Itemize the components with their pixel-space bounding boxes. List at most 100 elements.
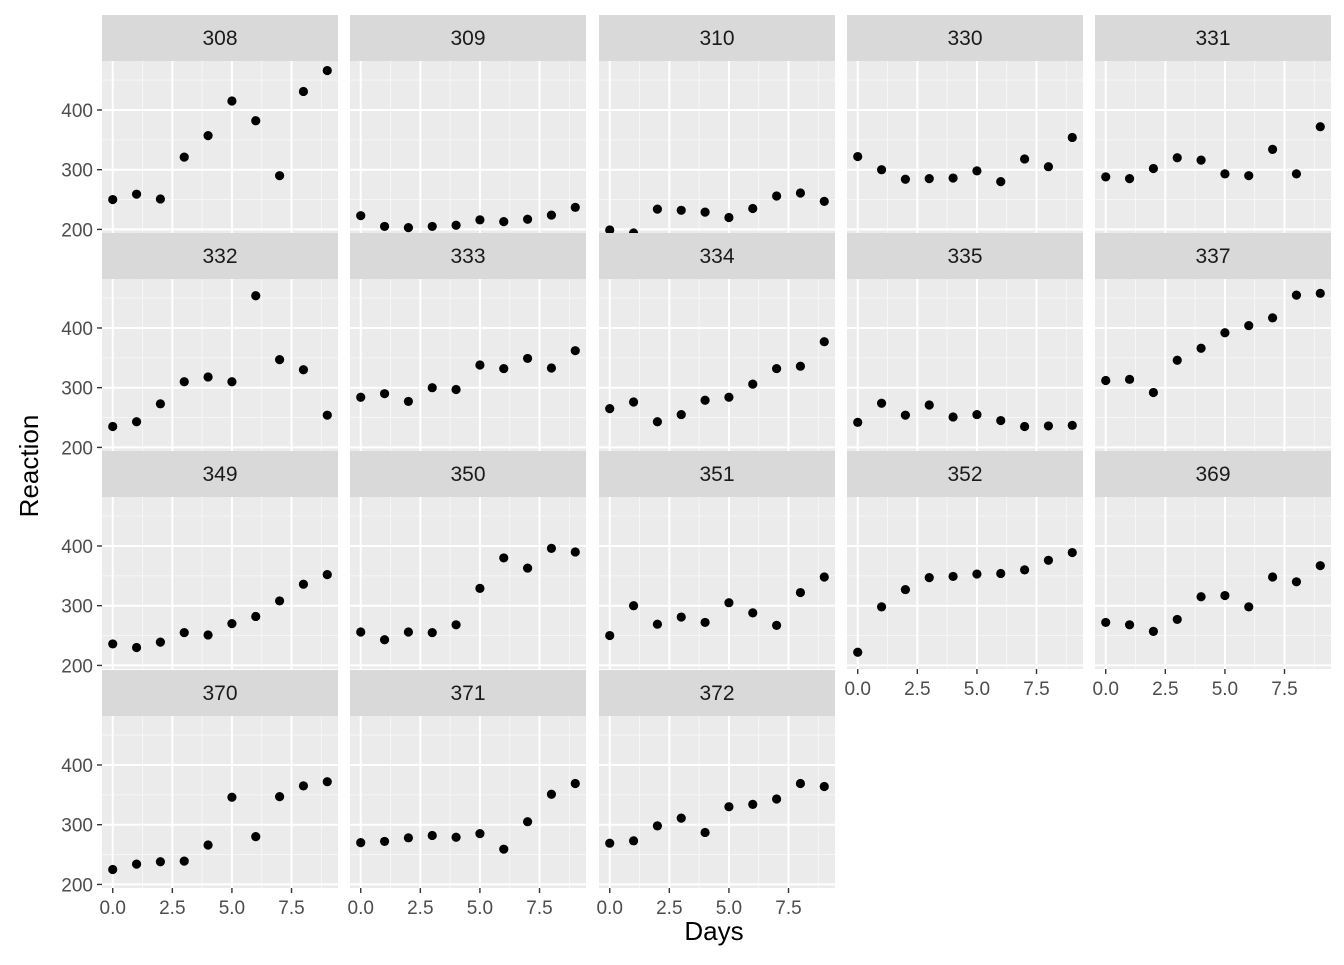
data-point [227, 619, 237, 629]
data-point [203, 630, 213, 640]
data-point [227, 792, 237, 802]
data-point [356, 838, 366, 848]
facet-strip [599, 233, 835, 279]
y-tick-label: 300 [61, 816, 93, 837]
facet-panel-309: 309 [350, 15, 586, 233]
data-point [900, 584, 911, 595]
data-point [356, 211, 366, 221]
panel-background [102, 716, 338, 888]
data-point [771, 620, 782, 631]
data-point [108, 639, 118, 649]
data-point [1148, 163, 1159, 174]
data-point [795, 361, 806, 371]
data-point [298, 579, 309, 589]
data-point [1220, 169, 1230, 179]
data-point [322, 65, 332, 76]
facet-strip [350, 15, 586, 61]
data-point [546, 789, 557, 799]
panel-background [1095, 279, 1331, 451]
data-point [1220, 590, 1230, 601]
data-point [652, 204, 663, 214]
facet-panel-352: 352 0.0 2.5 5.0 7.5 [845, 451, 1083, 700]
data-point [451, 384, 461, 395]
facet-strip [102, 670, 338, 716]
data-point [1067, 547, 1077, 558]
facet-strip-label: 335 [947, 245, 982, 268]
panel-background [102, 279, 338, 451]
data-point [771, 794, 782, 804]
data-point [676, 205, 686, 215]
data-point [1067, 420, 1077, 430]
data-point [652, 619, 663, 629]
data-point [522, 214, 533, 224]
x-tick-label: 2.5 [904, 679, 930, 700]
data-point [1101, 375, 1111, 386]
data-point [475, 215, 485, 225]
data-point [499, 553, 509, 563]
data-point [427, 383, 437, 393]
panel-background [102, 497, 338, 669]
data-point [1019, 421, 1030, 432]
x-tick-label: 5.0 [219, 898, 245, 919]
y-tick-label: 200 [61, 438, 93, 459]
panel-background [599, 497, 835, 669]
data-point [924, 400, 934, 410]
data-point [274, 355, 285, 365]
x-tick-label: 0.0 [845, 679, 871, 700]
x-tick-label: 5.0 [716, 898, 742, 919]
data-point [876, 602, 887, 612]
facet-panel-330: 330 [847, 15, 1083, 233]
data-point [155, 194, 166, 204]
x-tick-label: 7.5 [1271, 679, 1297, 700]
data-point [1315, 561, 1325, 571]
panel-background [847, 279, 1083, 451]
data-point [853, 151, 863, 162]
facet-panel-332: 332 200 300 400 [61, 233, 338, 459]
y-tick-label: 200 [61, 875, 93, 896]
data-point [748, 799, 758, 809]
data-point [1315, 122, 1325, 132]
data-point [427, 830, 437, 841]
data-point [1196, 592, 1206, 602]
data-point [972, 166, 982, 176]
y-tick-label: 300 [61, 161, 93, 182]
data-point [1124, 620, 1135, 630]
data-point [274, 596, 285, 606]
data-point [322, 410, 332, 420]
data-point [298, 365, 309, 375]
facet-strip-label: 337 [1195, 245, 1230, 268]
data-point [522, 353, 533, 364]
data-point [876, 398, 887, 408]
data-point [227, 96, 237, 106]
y-tick-label: 300 [61, 379, 93, 400]
data-point [403, 223, 414, 233]
data-point [700, 827, 710, 838]
data-point [748, 379, 758, 389]
facet-panel-350: 350 [350, 451, 586, 669]
data-point [203, 131, 213, 141]
facet-strip [350, 451, 586, 497]
data-point [948, 412, 958, 422]
data-point [356, 627, 366, 637]
data-point [322, 570, 332, 580]
data-point [676, 612, 686, 622]
data-point [1148, 626, 1159, 636]
data-point [724, 392, 734, 402]
data-point [924, 174, 934, 184]
data-point [546, 363, 557, 373]
data-point [179, 627, 189, 638]
data-point [1291, 169, 1302, 179]
y-tick-label: 300 [61, 597, 93, 618]
facet-strip-label: 332 [202, 245, 237, 268]
data-point [1019, 154, 1030, 164]
panel-background [1095, 497, 1331, 669]
data-point [771, 191, 782, 201]
data-point [605, 838, 615, 848]
data-point [605, 403, 615, 414]
data-point [700, 395, 710, 405]
facet-panel-337: 337 [1095, 233, 1331, 451]
data-point [1244, 171, 1254, 181]
data-point [1244, 602, 1254, 612]
data-point [853, 647, 863, 657]
